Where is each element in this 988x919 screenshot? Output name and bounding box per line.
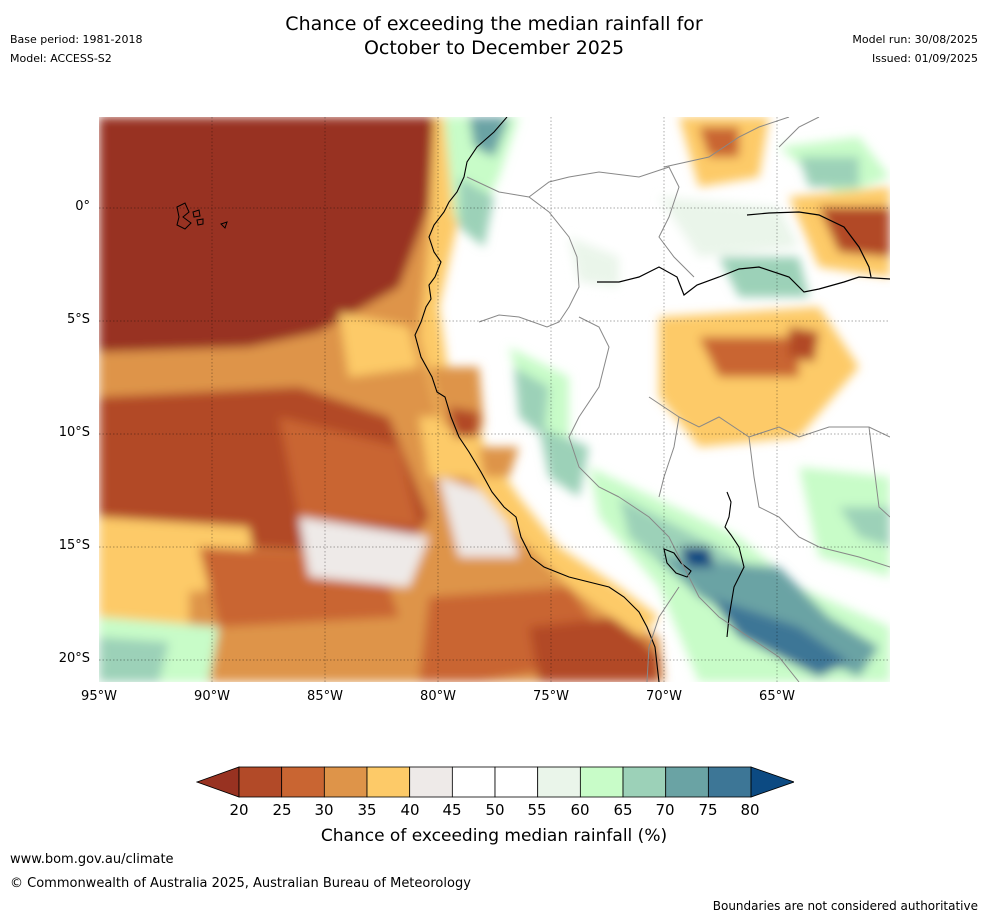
country-borders [466,117,890,682]
title-line-2: October to December 2025 [363,37,625,59]
colorbar-tick-50: 50 [485,801,505,819]
model-run: Model run: 30/08/2025 [852,33,978,46]
website-link[interactable]: www.bom.gov.au/climate [10,852,174,867]
meta-right: Model run: 30/08/2025 Issued: 01/09/2025 [852,30,978,68]
copyright-text: © Commonwealth of Australia 2025, Austra… [10,876,471,891]
colorbar-cell [323,766,368,798]
amazon-river [597,266,890,296]
colorbar-cells [196,766,794,798]
lon-label-90w: 90°W [194,689,230,704]
colorbar-cell [707,766,752,798]
graticule [99,117,890,682]
lat-label-0: 0° [75,199,90,214]
lat-label-5s: 5°S [66,312,90,327]
lon-label-75w: 75°W [533,689,569,704]
colorbar-cell [665,766,709,798]
rainfall-field [99,117,890,682]
coastline [414,117,660,682]
colorbar-tick-60: 60 [570,801,590,819]
colorbar-cell [366,766,411,798]
colorbar-tick-45: 45 [442,801,462,819]
colorbar-cell [579,766,624,798]
lon-label-95w: 95°W [81,689,117,704]
colorbar-tick-30: 30 [314,801,334,819]
colorbar-tick-25: 25 [272,801,292,819]
issued-date: Issued: 01/09/2025 [871,52,978,65]
meta-left: Base period: 1981-2018 Model: ACCESS-S2 [10,30,142,68]
colorbar [196,766,794,798]
lat-label-20s: 20°S [58,651,90,666]
lon-label-65w: 65°W [759,689,795,704]
lon-label-85w: 85°W [307,689,343,704]
galapagos-islands [176,202,228,230]
colorbar-tick-55: 55 [527,801,547,819]
base-period: Base period: 1981-2018 [10,33,143,46]
colorbar-arrow-low [196,766,240,798]
colorbar-tick-75: 75 [698,801,718,819]
colorbar-cell [622,766,667,798]
rio-negro [746,211,872,278]
colorbar-cell [494,766,539,798]
lat-label-10s: 10°S [58,425,90,440]
colorbar-cell [238,766,283,798]
model-name: Model: ACCESS-S2 [10,52,112,65]
lon-label-80w: 80°W [420,689,456,704]
colorbar-cell [537,766,581,798]
colorbar-tick-20: 20 [229,801,249,819]
colorbar-tick-80: 80 [740,801,760,819]
boundaries-disclaimer: Boundaries are not considered authoritat… [712,899,978,913]
coastline-lake [663,548,692,578]
colorbar-tick-40: 40 [400,801,420,819]
colorbar-cell [409,766,453,798]
lat-label-15s: 15°S [58,538,90,553]
colorbar-arrow-high [750,766,794,798]
colorbar-label: Chance of exceeding median rainfall (%) [320,826,668,846]
title-line-1: Chance of exceeding the median rainfall … [285,13,703,35]
rainfall-map [99,117,890,682]
colorbar-tick-35: 35 [357,801,377,819]
map-title: Chance of exceeding the median rainfall … [0,12,988,60]
colorbar-tick-65: 65 [613,801,633,819]
andes-river [724,491,745,638]
colorbar-tick-70: 70 [655,801,675,819]
colorbar-cell [281,766,325,798]
colorbar-cell [451,766,496,798]
lon-label-70w: 70°W [646,689,682,704]
